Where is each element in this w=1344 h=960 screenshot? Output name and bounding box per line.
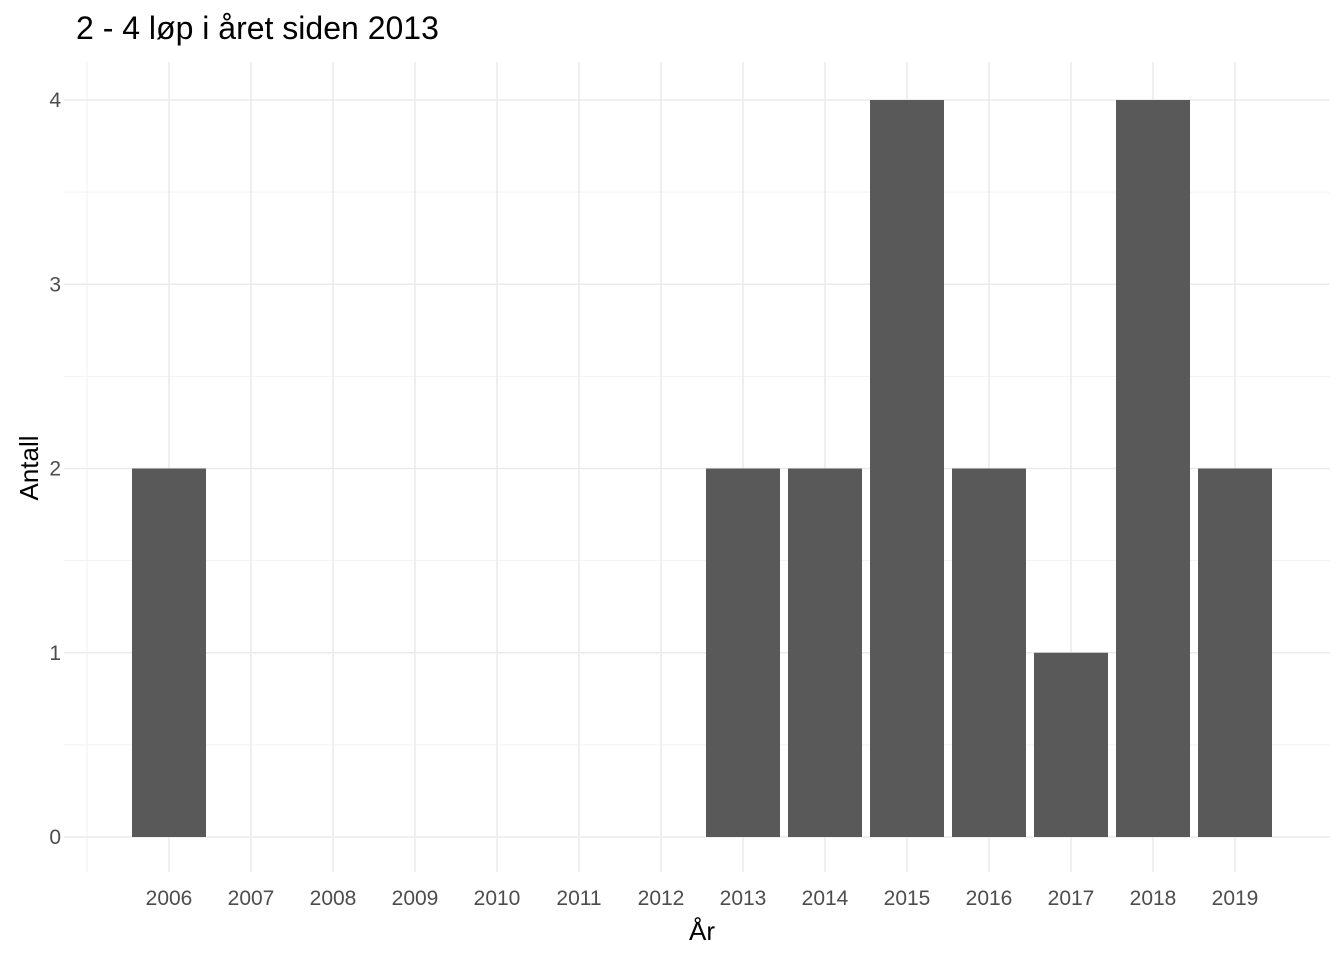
x-tick-label: 2016 [966, 887, 1013, 910]
bar-2014 [788, 468, 862, 837]
bar-2019 [1198, 468, 1272, 837]
x-tick-label: 2015 [884, 887, 931, 910]
x-tick-label: 2014 [802, 887, 849, 910]
x-tick-label: 2006 [146, 887, 193, 910]
x-tick-label: 2012 [638, 887, 685, 910]
y-tick-label: 1 [49, 642, 61, 665]
bar-2013 [706, 468, 780, 837]
x-tick-label: 2008 [310, 887, 357, 910]
bar-2015 [870, 100, 944, 837]
x-tick-label: 2011 [556, 887, 601, 910]
y-axis-title: Antall [14, 435, 44, 500]
x-tick-label: 2018 [1130, 887, 1177, 910]
x-tick-label: 2019 [1212, 887, 1259, 910]
x-tick-label: 2007 [228, 887, 275, 910]
chart-title: 2 - 4 løp i året siden 2013 [76, 10, 439, 46]
y-tick-label: 4 [49, 89, 61, 112]
y-tick-label: 3 [49, 273, 61, 296]
x-tick-label: 2009 [392, 887, 439, 910]
bar-2006 [132, 468, 206, 837]
y-axis-ticks: 0 1 2 3 4 [49, 89, 61, 849]
y-tick-label: 2 [49, 458, 61, 481]
bars [132, 100, 1272, 837]
bar-2016 [952, 468, 1026, 837]
x-axis-ticks: 2006 2007 2008 2009 2010 2011 2012 2013 2014 2015… [146, 887, 1259, 910]
x-tick-label: 2013 [720, 887, 767, 910]
bar-2017 [1034, 652, 1108, 837]
x-tick-label: 2017 [1048, 887, 1095, 910]
y-tick-label: 0 [49, 826, 61, 849]
x-axis-title: År [689, 916, 715, 946]
x-tick-label: 2010 [474, 887, 521, 910]
bar-2018 [1116, 100, 1190, 837]
